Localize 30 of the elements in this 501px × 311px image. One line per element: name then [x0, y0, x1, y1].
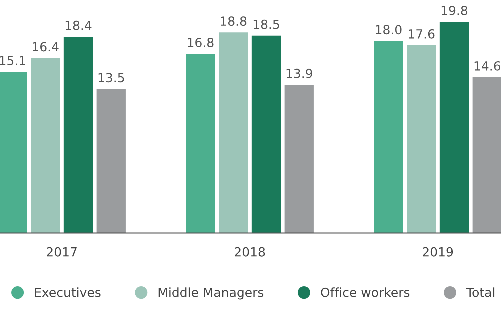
- bar: [284, 84, 314, 234]
- bar: [31, 58, 60, 234]
- legend-label: Middle Managers: [158, 288, 264, 300]
- bar: [407, 45, 436, 234]
- bar: [186, 54, 216, 234]
- data-label: 18.8: [221, 16, 247, 26]
- data-label: 18.0: [376, 25, 402, 35]
- x-tick-label: 2018: [235, 247, 266, 257]
- data-label: 18.5: [254, 20, 280, 30]
- bar: [440, 22, 470, 234]
- legend-label: Office workers: [321, 288, 410, 298]
- data-label: 14.6: [474, 61, 501, 71]
- legend-label: Total: [466, 288, 495, 298]
- legend-label: Executives: [35, 288, 101, 298]
- x-tick-label: 2019: [423, 247, 454, 257]
- x-tick-label: 2017: [47, 247, 77, 257]
- bar: [96, 89, 126, 234]
- bar: [252, 36, 282, 234]
- bar: [219, 32, 248, 234]
- bar: [374, 41, 404, 234]
- data-label: 13.5: [98, 73, 124, 83]
- bar: [472, 77, 501, 234]
- data-label: 13.9: [286, 68, 312, 78]
- data-label: 15.1: [0, 56, 26, 66]
- data-label: 17.6: [409, 29, 435, 39]
- data-label: 18.4: [66, 20, 92, 30]
- bar: [64, 36, 94, 234]
- data-label: 16.4: [33, 42, 59, 52]
- data-label: 16.8: [188, 38, 214, 48]
- data-label: 19.8: [442, 6, 468, 16]
